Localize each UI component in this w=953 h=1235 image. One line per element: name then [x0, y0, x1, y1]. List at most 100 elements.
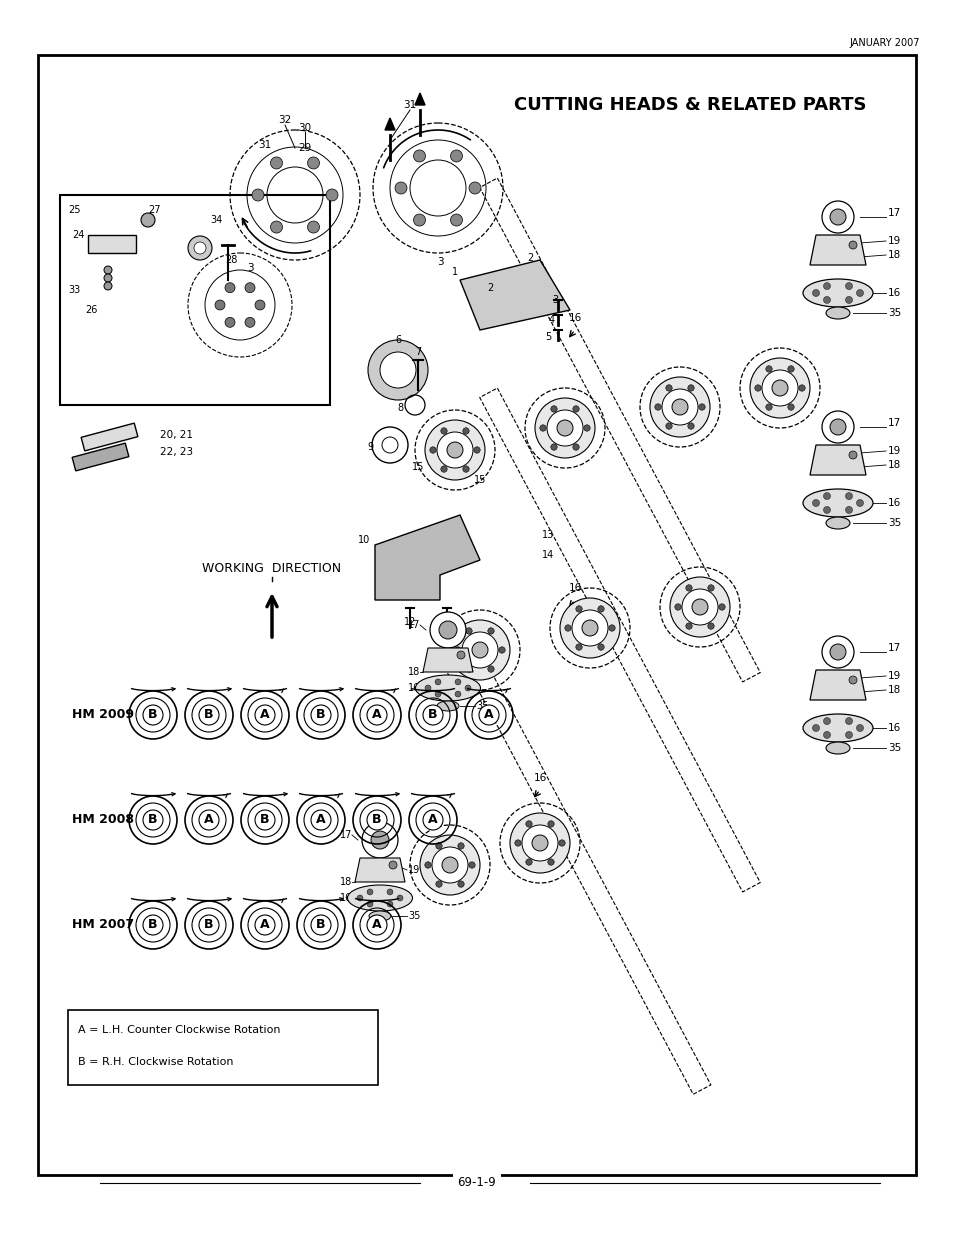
- Text: 15: 15: [412, 462, 424, 472]
- Circle shape: [685, 622, 692, 630]
- Circle shape: [761, 370, 797, 406]
- Circle shape: [311, 810, 331, 830]
- Circle shape: [225, 283, 234, 293]
- Circle shape: [361, 823, 397, 858]
- Circle shape: [822, 718, 830, 725]
- Text: CUTTING HEADS & RELATED PARTS: CUTTING HEADS & RELATED PARTS: [514, 96, 865, 114]
- Text: 29: 29: [298, 143, 312, 153]
- Circle shape: [822, 731, 830, 739]
- Text: 2: 2: [486, 283, 493, 293]
- Text: 22, 23: 22, 23: [160, 447, 193, 457]
- Text: 20, 21: 20, 21: [160, 430, 193, 440]
- Text: 18: 18: [407, 667, 419, 677]
- Circle shape: [432, 847, 468, 883]
- Circle shape: [598, 643, 603, 651]
- Circle shape: [396, 895, 402, 902]
- Circle shape: [367, 810, 387, 830]
- Text: B: B: [315, 709, 325, 721]
- Circle shape: [798, 385, 804, 391]
- Circle shape: [254, 300, 265, 310]
- Circle shape: [462, 427, 469, 435]
- Circle shape: [558, 840, 564, 846]
- Circle shape: [199, 705, 219, 725]
- Circle shape: [856, 725, 862, 731]
- Circle shape: [669, 577, 729, 637]
- Circle shape: [844, 506, 852, 514]
- Circle shape: [436, 842, 442, 850]
- Circle shape: [532, 835, 547, 851]
- Ellipse shape: [825, 308, 849, 319]
- Circle shape: [598, 605, 603, 613]
- Text: 16: 16: [887, 288, 901, 298]
- Text: B: B: [148, 814, 157, 826]
- Circle shape: [822, 493, 830, 500]
- Polygon shape: [415, 93, 424, 105]
- Circle shape: [822, 296, 830, 304]
- Circle shape: [787, 404, 793, 410]
- Circle shape: [856, 499, 862, 506]
- Circle shape: [143, 810, 163, 830]
- Text: 32: 32: [278, 115, 292, 125]
- Circle shape: [661, 389, 698, 425]
- Circle shape: [718, 604, 724, 610]
- Circle shape: [829, 643, 845, 659]
- Text: 30: 30: [298, 124, 312, 133]
- Bar: [88, 235, 136, 253]
- Circle shape: [521, 825, 558, 861]
- Circle shape: [468, 862, 475, 868]
- Circle shape: [271, 221, 282, 233]
- Text: 9: 9: [367, 442, 373, 452]
- Text: A: A: [260, 709, 270, 721]
- Text: B: B: [204, 919, 213, 931]
- Text: 8: 8: [396, 403, 402, 412]
- Circle shape: [457, 881, 464, 887]
- Text: A: A: [260, 919, 270, 931]
- Circle shape: [214, 300, 225, 310]
- Ellipse shape: [802, 714, 872, 742]
- Text: 17: 17: [407, 620, 419, 630]
- Bar: [68, 1010, 377, 1086]
- Circle shape: [311, 915, 331, 935]
- Bar: [81, 424, 138, 451]
- Circle shape: [844, 296, 852, 304]
- Circle shape: [450, 620, 510, 680]
- Circle shape: [707, 584, 714, 592]
- Circle shape: [848, 676, 856, 684]
- Text: 35: 35: [476, 701, 488, 711]
- Text: 31: 31: [258, 140, 272, 149]
- Circle shape: [608, 625, 615, 631]
- Circle shape: [440, 427, 447, 435]
- Text: B: B: [260, 814, 270, 826]
- Text: 35: 35: [887, 308, 901, 317]
- Circle shape: [455, 679, 460, 685]
- Circle shape: [307, 157, 319, 169]
- Circle shape: [564, 625, 571, 631]
- Circle shape: [525, 821, 532, 827]
- Text: 33: 33: [68, 285, 80, 295]
- Text: B: B: [204, 709, 213, 721]
- Bar: [60, 195, 330, 405]
- Circle shape: [487, 666, 494, 672]
- Text: 19: 19: [887, 671, 901, 680]
- Text: 16: 16: [568, 583, 581, 593]
- Polygon shape: [375, 515, 479, 600]
- Text: 19: 19: [887, 236, 901, 246]
- Circle shape: [387, 889, 393, 895]
- Circle shape: [681, 589, 718, 625]
- Text: 5: 5: [544, 332, 551, 342]
- Circle shape: [104, 274, 112, 282]
- Text: 35: 35: [887, 517, 901, 529]
- Circle shape: [671, 399, 687, 415]
- Circle shape: [245, 317, 254, 327]
- Circle shape: [822, 283, 830, 289]
- Text: HM 2008: HM 2008: [71, 814, 133, 826]
- Circle shape: [821, 636, 853, 668]
- Circle shape: [193, 242, 206, 254]
- Circle shape: [422, 810, 442, 830]
- Text: B: B: [148, 919, 157, 931]
- Circle shape: [367, 889, 373, 895]
- Text: B: B: [372, 814, 381, 826]
- Circle shape: [557, 420, 573, 436]
- Circle shape: [498, 647, 505, 653]
- Circle shape: [104, 282, 112, 290]
